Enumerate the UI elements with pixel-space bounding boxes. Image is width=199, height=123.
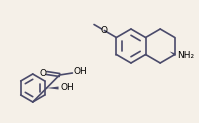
Polygon shape xyxy=(170,52,175,56)
Text: OH: OH xyxy=(73,68,87,77)
Polygon shape xyxy=(47,86,59,90)
Text: O: O xyxy=(101,26,108,35)
Text: OH: OH xyxy=(60,84,74,92)
Text: NH₂: NH₂ xyxy=(178,51,195,60)
Text: O: O xyxy=(39,69,46,77)
